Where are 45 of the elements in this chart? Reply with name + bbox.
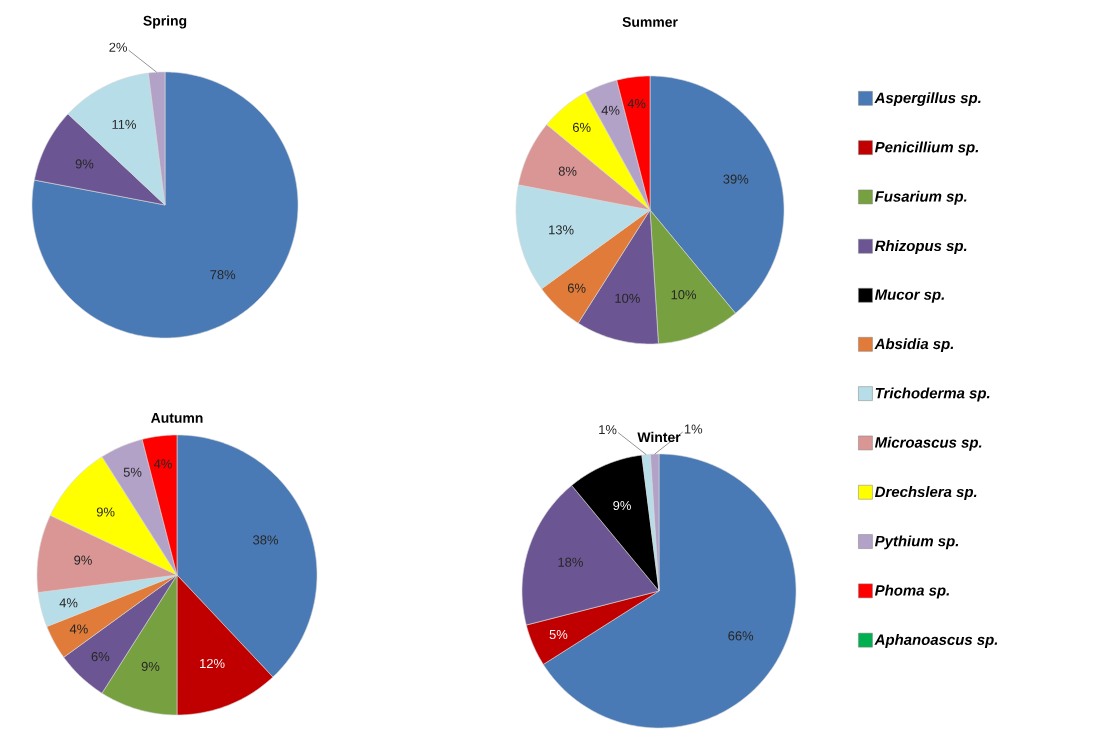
chart-title: Summer <box>622 17 678 27</box>
data-label: 11% <box>112 119 136 129</box>
data-label: 39% <box>723 174 749 184</box>
data-label: 4% <box>627 99 646 109</box>
legend-label: Fusarium sp. <box>874 190 967 205</box>
chart-title: Autumn <box>151 413 203 423</box>
legend-label: Penicillium sp. <box>874 141 979 156</box>
data-label: 9% <box>613 500 631 511</box>
data-label: 4% <box>601 105 620 115</box>
legend-label: Drechslera sp. <box>874 486 977 501</box>
data-label: 1% <box>599 425 617 435</box>
data-label: 8% <box>558 166 577 176</box>
legend-label: Mucor sp. <box>874 289 944 303</box>
legend-label: Microascus sp. <box>874 436 982 451</box>
data-label: 4% <box>153 459 172 469</box>
data-label: 5% <box>549 629 568 640</box>
data-label: 9% <box>75 159 94 169</box>
data-label: 9% <box>96 507 115 517</box>
data-label: 4% <box>69 624 88 634</box>
data-label: 4% <box>59 598 78 608</box>
data-label: 10% <box>615 293 640 303</box>
legend-label: Pythium sp. <box>874 535 959 550</box>
data-label: 9% <box>141 661 160 671</box>
legend-label: Aphanoascus sp. <box>874 634 998 648</box>
chart-title: Winter <box>637 431 681 443</box>
legend-label: Phoma sp. <box>874 584 949 599</box>
data-label: 6% <box>572 122 591 132</box>
data-label: 38% <box>253 535 279 545</box>
data-label: 6% <box>567 283 586 293</box>
legend-label: Rhizopus sp. <box>874 240 967 255</box>
legend-label: Absidia sp. <box>874 338 954 353</box>
data-label: 13% <box>549 225 574 235</box>
data-label: 6% <box>91 652 110 662</box>
legend-label: Aspergillus sp. <box>874 92 981 107</box>
chart-title: Spring <box>143 15 187 29</box>
legend-label: Trichoderma sp. <box>875 387 990 402</box>
data-label: 12% <box>200 658 225 669</box>
data-label: 1% <box>684 424 703 434</box>
data-label: 78% <box>210 270 236 280</box>
data-label: 5% <box>123 467 142 477</box>
data-label: 18% <box>558 557 583 567</box>
data-label: 2% <box>109 42 128 52</box>
data-label: 66% <box>728 631 754 641</box>
data-label: 10% <box>671 290 697 300</box>
data-label: 9% <box>74 555 92 565</box>
